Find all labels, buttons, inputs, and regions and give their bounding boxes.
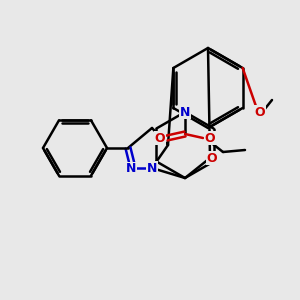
Text: O: O (207, 152, 217, 164)
Text: N: N (126, 163, 136, 176)
Text: O: O (205, 131, 215, 145)
Text: N: N (180, 106, 190, 118)
Text: N: N (147, 161, 157, 175)
Text: O: O (155, 131, 165, 145)
Text: O: O (255, 106, 265, 118)
